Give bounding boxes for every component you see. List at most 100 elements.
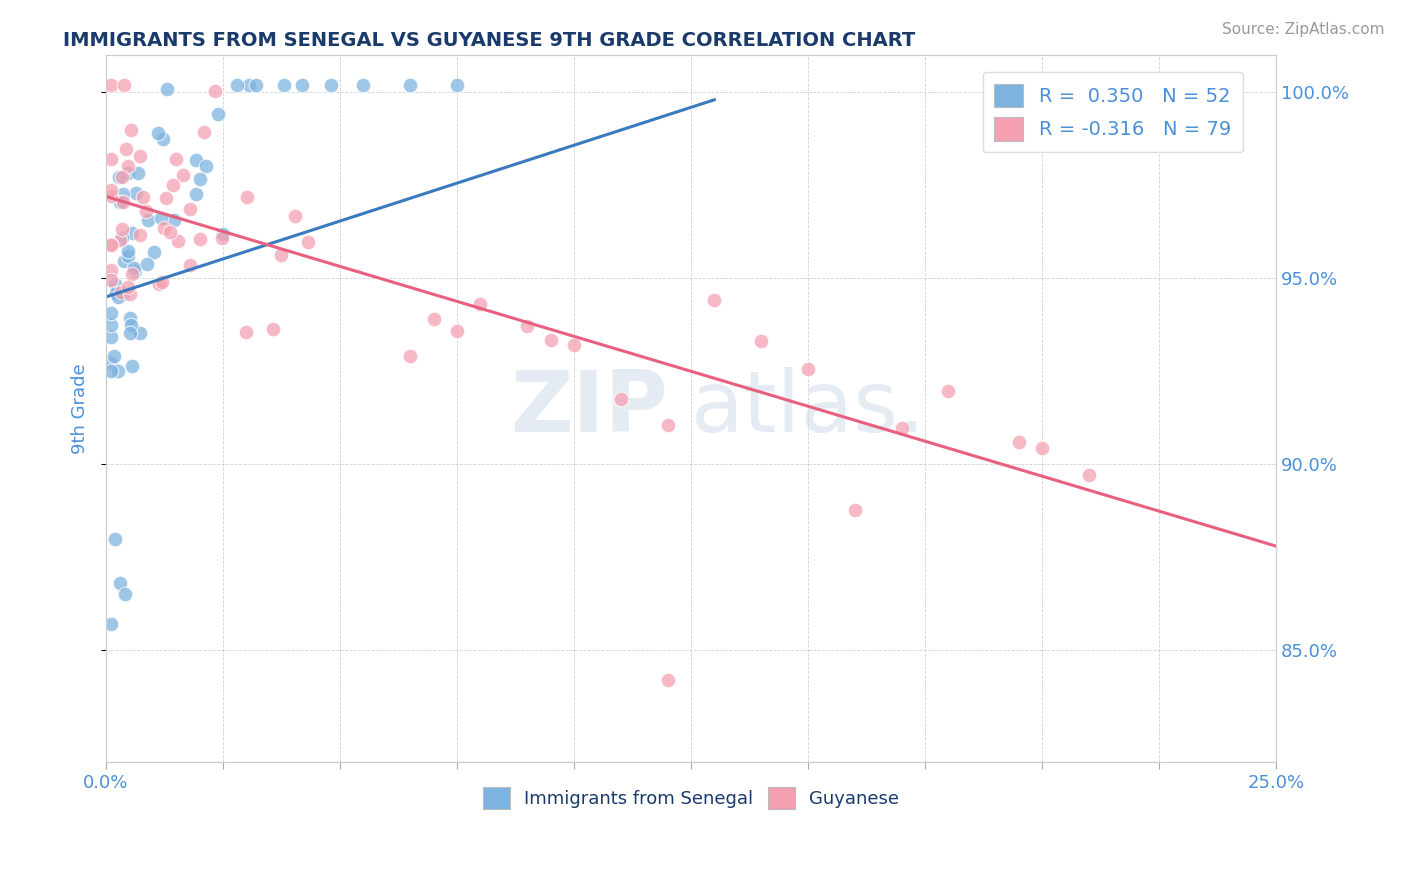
Y-axis label: 9th Grade: 9th Grade — [72, 363, 89, 454]
Point — [107, 290, 129, 304]
Legend: Immigrants from Senegal, Guyanese: Immigrants from Senegal, Guyanese — [475, 780, 907, 816]
Point — [108, 194, 131, 209]
Point — [129, 326, 152, 340]
Point — [172, 168, 194, 182]
Point — [100, 318, 122, 332]
Point — [399, 78, 422, 92]
Point — [111, 222, 134, 236]
Point — [111, 231, 134, 245]
Point — [117, 159, 139, 173]
Point — [110, 285, 132, 299]
Point — [138, 212, 160, 227]
Point — [749, 334, 772, 349]
Point — [111, 187, 134, 202]
Point — [284, 209, 307, 223]
Point — [107, 364, 129, 378]
Point — [1031, 441, 1053, 455]
Point — [319, 78, 342, 92]
Text: ZIP: ZIP — [510, 367, 668, 450]
Point — [1007, 434, 1029, 449]
Point — [118, 287, 141, 301]
Point — [422, 312, 444, 326]
Point — [399, 349, 422, 363]
Point — [149, 211, 172, 225]
Point — [844, 503, 866, 517]
Point — [112, 254, 135, 268]
Point — [262, 322, 284, 336]
Text: IMMIGRANTS FROM SENEGAL VS GUYANESE 9TH GRADE CORRELATION CHART: IMMIGRANTS FROM SENEGAL VS GUYANESE 9TH … — [63, 31, 915, 50]
Point — [162, 178, 184, 192]
Point — [155, 191, 177, 205]
Point — [107, 170, 129, 185]
Point — [703, 293, 725, 307]
Point — [238, 78, 260, 92]
Point — [212, 227, 235, 241]
Point — [114, 587, 136, 601]
Point — [146, 126, 169, 140]
Point — [104, 532, 127, 546]
Point — [152, 132, 174, 146]
Point — [127, 166, 149, 180]
Point — [184, 153, 207, 168]
Point — [100, 262, 122, 277]
Point — [117, 249, 139, 263]
Point — [297, 235, 319, 249]
Point — [179, 258, 201, 272]
Point — [657, 673, 679, 687]
Point — [122, 260, 145, 275]
Point — [104, 286, 127, 301]
Point — [936, 384, 959, 398]
Point — [100, 306, 122, 320]
Point — [120, 318, 142, 332]
Point — [100, 355, 122, 369]
Point — [112, 78, 135, 92]
Point — [100, 330, 122, 344]
Point — [104, 277, 127, 291]
Point — [226, 78, 249, 92]
Point — [135, 203, 157, 218]
Point — [204, 84, 226, 98]
Point — [111, 194, 134, 209]
Point — [131, 190, 153, 204]
Point — [148, 277, 170, 292]
Point — [100, 273, 122, 287]
Point — [121, 226, 143, 240]
Point — [143, 244, 166, 259]
Point — [100, 183, 122, 197]
Point — [100, 78, 122, 92]
Point — [446, 78, 468, 92]
Point — [121, 359, 143, 373]
Point — [124, 263, 146, 277]
Point — [270, 248, 292, 262]
Point — [179, 202, 201, 217]
Point — [152, 220, 174, 235]
Point — [890, 421, 912, 435]
Point — [100, 188, 122, 202]
Point — [100, 237, 122, 252]
Point — [184, 187, 207, 202]
Point — [195, 159, 218, 173]
Text: Source: ZipAtlas.com: Source: ZipAtlas.com — [1222, 22, 1385, 37]
Text: atlas.: atlas. — [690, 367, 927, 450]
Point — [470, 297, 492, 311]
Point — [609, 392, 631, 406]
Point — [108, 233, 131, 247]
Point — [120, 122, 142, 136]
Point — [291, 78, 314, 92]
Point — [108, 576, 131, 591]
Point — [159, 226, 181, 240]
Point — [188, 172, 211, 186]
Point — [273, 78, 295, 92]
Point — [136, 257, 159, 271]
Point — [166, 234, 188, 248]
Point — [124, 186, 146, 200]
Point — [657, 418, 679, 433]
Point — [188, 232, 211, 246]
Point — [163, 213, 186, 227]
Point — [352, 78, 374, 92]
Point — [207, 106, 229, 120]
Point — [100, 152, 122, 166]
Point — [562, 338, 585, 352]
Point — [193, 125, 215, 139]
Point — [165, 152, 187, 166]
